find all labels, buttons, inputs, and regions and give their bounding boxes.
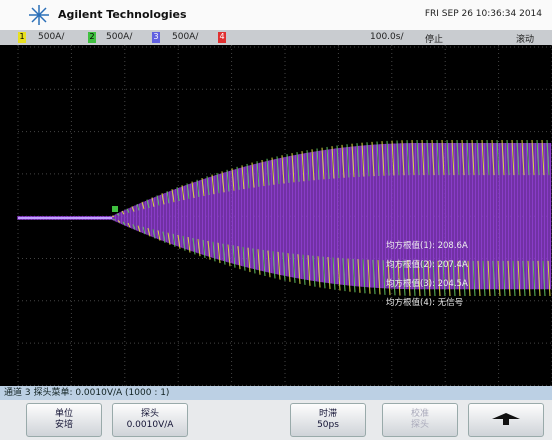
softkey-arrow[interactable] — [468, 403, 544, 437]
measurement: 均方根值(4): 无信号 — [386, 297, 463, 308]
softkey-label: 校准 — [383, 409, 457, 420]
trigger-marker — [112, 206, 118, 212]
timestamp: FRI SEP 26 10:36:34 2014 — [425, 9, 542, 19]
softkey-value: 0.0010V/A — [113, 420, 187, 431]
timebase: 100.0s/ — [370, 32, 404, 42]
softkey[interactable]: 校准探头 — [382, 403, 458, 437]
channel-number: 3 — [152, 32, 160, 43]
softkey-value: 50ps — [291, 420, 365, 431]
channel-number: 4 — [218, 32, 226, 43]
softkey-label: 时滞 — [291, 409, 365, 420]
channel-number: 1 — [18, 32, 26, 43]
channel-scale: 500A/ — [172, 32, 198, 42]
mode: 滚动 — [516, 32, 534, 45]
softkey-label: 单位 — [27, 409, 101, 420]
run-state: 停止 — [425, 32, 443, 45]
softkey[interactable]: 单位安培 — [26, 403, 102, 437]
measurement: 均方根值(2): 207.4A — [386, 259, 468, 270]
arrow-icon — [486, 409, 526, 429]
measurement: 均方根值(1): 208.6A — [386, 240, 468, 251]
softkey-label: 探头 — [113, 409, 187, 420]
logo — [24, 2, 54, 28]
status-line: 通道 3 探头菜单: 0.0010V/A (1000 : 1) — [0, 386, 552, 400]
channel-scale: 500A/ — [106, 32, 132, 42]
scope-display: 均方根值(1): 208.6A 均方根值(2): 207.4A 均方根值(3):… — [0, 45, 552, 386]
header: Agilent Technologies FRI SEP 26 10:36:34… — [0, 0, 552, 30]
channel-scale: 500A/ — [38, 32, 64, 42]
channel-number: 2 — [88, 32, 96, 43]
softkey-value: 探头 — [383, 420, 457, 431]
page: Agilent Technologies FRI SEP 26 10:36:34… — [0, 0, 552, 440]
softkey-value: 安培 — [27, 420, 101, 431]
brand: Agilent Technologies — [58, 8, 187, 21]
measurement: 均方根值(3): 204.5A — [386, 278, 468, 289]
channel-bar: 1 500A/ 2 500A/ 3 500A/ 4 100.0s/ 停止 滚动 — [0, 30, 552, 45]
